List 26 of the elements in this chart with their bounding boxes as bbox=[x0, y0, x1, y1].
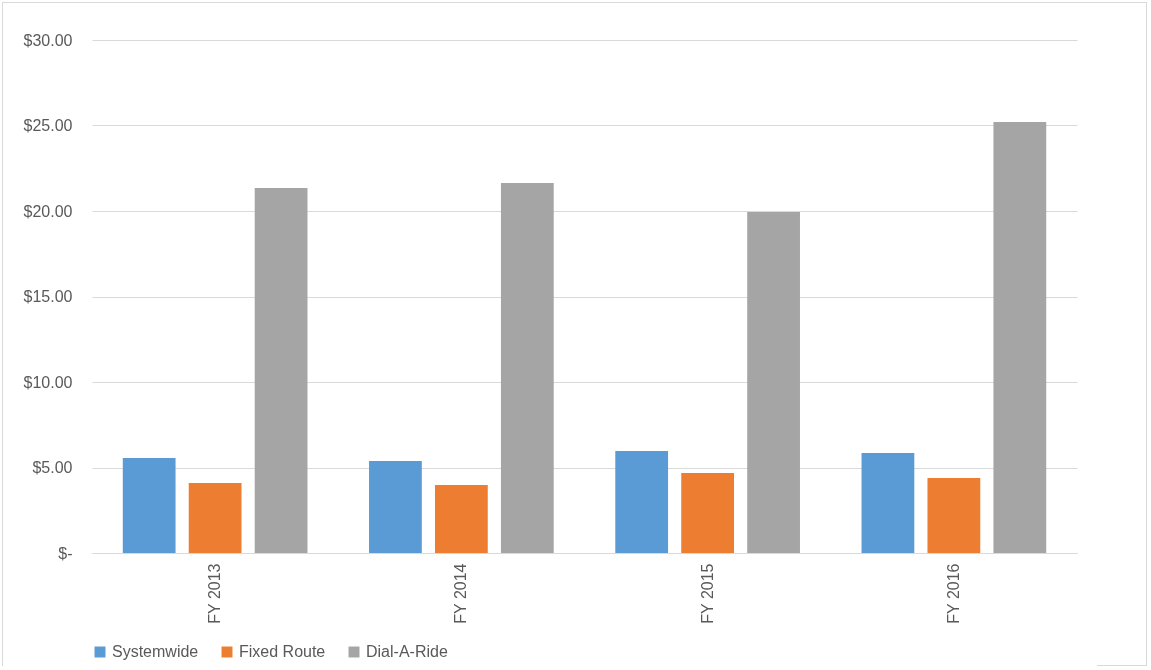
y-tick-label: $30.00 bbox=[23, 31, 73, 49]
bar bbox=[615, 451, 669, 553]
bar bbox=[188, 483, 242, 553]
y-tick-label: $20.00 bbox=[23, 202, 73, 220]
y-tick-label: $15.00 bbox=[23, 288, 73, 305]
bar bbox=[369, 461, 422, 553]
x-tick-label: FY 2014 bbox=[452, 563, 470, 624]
bar bbox=[500, 182, 554, 553]
bar bbox=[747, 212, 800, 553]
y-tick-label: $10.00 bbox=[23, 373, 73, 391]
bar bbox=[254, 187, 308, 553]
bar bbox=[434, 484, 488, 553]
y-tick-label: $5.00 bbox=[32, 459, 73, 476]
legend-label: Fixed Route bbox=[239, 643, 326, 660]
bar bbox=[861, 452, 915, 553]
bar bbox=[993, 122, 1047, 553]
x-tick-label: FY 2013 bbox=[206, 563, 224, 624]
legend-label: Systemwide bbox=[112, 643, 199, 660]
bar bbox=[927, 477, 981, 553]
x-tick-label: FY 2016 bbox=[944, 563, 962, 624]
y-tick-label: $- bbox=[58, 544, 73, 562]
y-tick-label: $25.00 bbox=[23, 117, 73, 134]
bar bbox=[681, 472, 735, 553]
x-tick-label: FY 2015 bbox=[698, 563, 716, 624]
bar bbox=[122, 457, 176, 553]
legend-label: Dial-A-Ride bbox=[366, 643, 448, 660]
